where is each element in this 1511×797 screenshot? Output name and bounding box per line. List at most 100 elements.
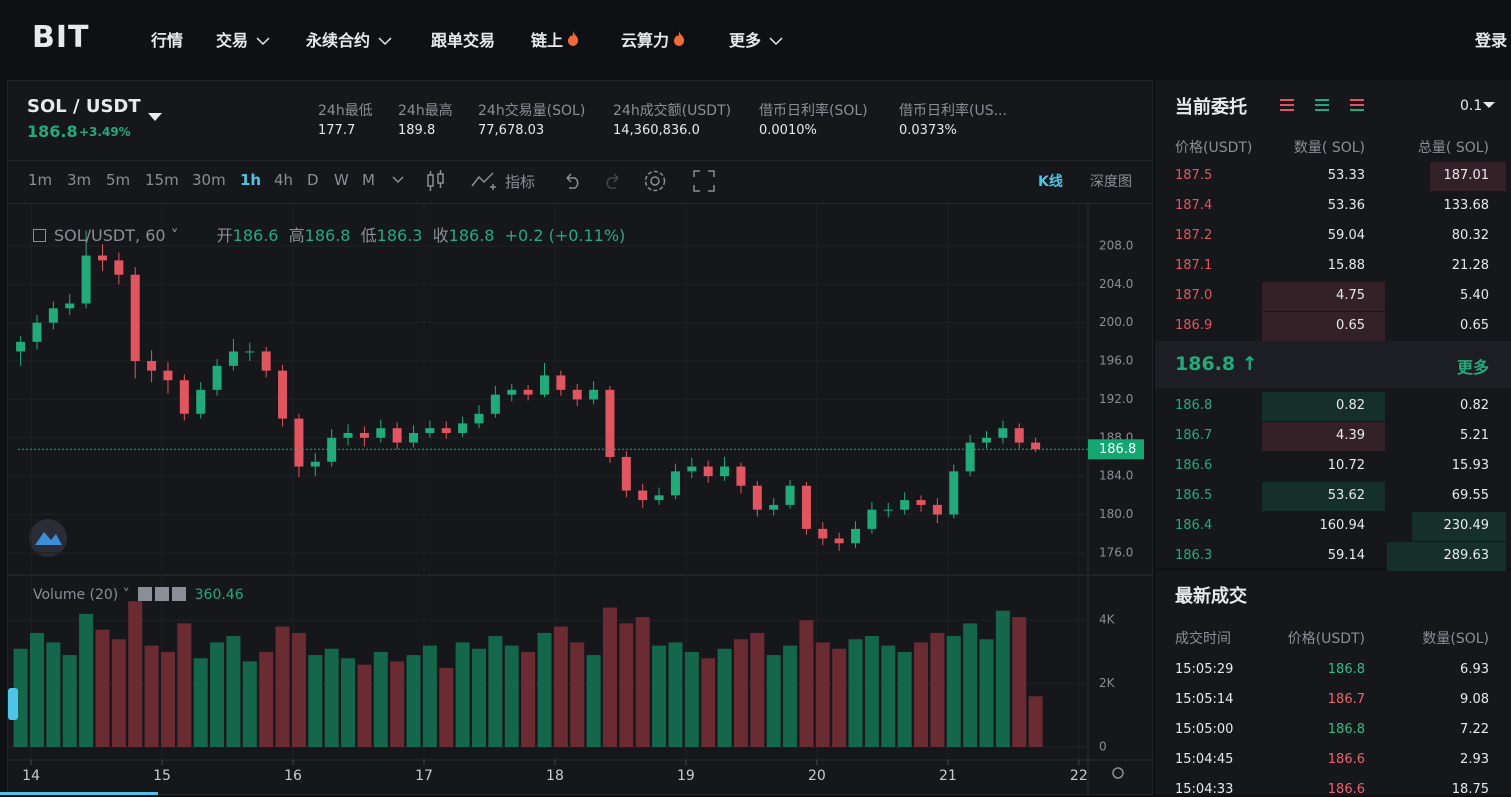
trade-qty: 2.93 xyxy=(1460,752,1489,767)
ob-cell: 15.88 xyxy=(1327,258,1365,273)
logo[interactable]: BIT xyxy=(32,20,90,55)
kline-tab[interactable]: K线 xyxy=(1038,174,1063,190)
indicator[interactable]: 指标 xyxy=(505,173,536,191)
settings[interactable] xyxy=(643,169,667,193)
mid-row xyxy=(1155,341,1511,388)
candle-body xyxy=(818,528,828,539)
volume-bar xyxy=(1028,696,1043,747)
pair[interactable]: SOL / USDT xyxy=(27,96,141,117)
side-tab[interactable] xyxy=(8,688,18,720)
ob-cell: 15.93 xyxy=(1451,458,1489,473)
stat-value: 77,678.03 xyxy=(478,123,545,138)
depth-bar xyxy=(1262,392,1385,421)
fullscreen[interactable] xyxy=(693,170,715,192)
trades-header: 成交时间 xyxy=(1175,631,1231,647)
legend-label: 低 xyxy=(360,226,377,245)
stat-label: 24h成交额(USDT) xyxy=(613,103,732,119)
theme-icon[interactable] xyxy=(1112,767,1124,779)
volume-controls[interactable] xyxy=(138,587,187,601)
precision-caret[interactable] xyxy=(1483,102,1495,109)
nav-item[interactable]: 跟单交易 xyxy=(431,31,496,50)
volume-bar xyxy=(373,651,388,747)
candle-body xyxy=(392,428,402,443)
interval[interactable]: 15m xyxy=(145,171,179,189)
stat-value: 14,360,836.0 xyxy=(613,123,700,138)
nav-item[interactable]: 链上 xyxy=(531,27,579,51)
volume-bar xyxy=(963,623,978,747)
y-tick-label: 200.0 xyxy=(1099,315,1133,329)
volume-bar xyxy=(341,658,356,747)
x-tick-label: 20 xyxy=(808,768,826,784)
interval[interactable]: 5m xyxy=(106,171,131,189)
volume-bar xyxy=(766,655,781,747)
depth-tab[interactable]: 深度图 xyxy=(1090,174,1132,190)
volume-bar xyxy=(160,651,175,747)
nav-item[interactable]: 更多 xyxy=(729,27,783,51)
precision[interactable]: 0.1 xyxy=(1460,98,1483,114)
ob-cell: 289.63 xyxy=(1443,548,1490,563)
nav-item[interactable]: 行情 xyxy=(151,31,184,50)
x-tick-label: 22 xyxy=(1070,768,1088,784)
legend-value: 186.6 xyxy=(232,226,279,245)
interval[interactable]: D xyxy=(307,171,319,189)
volume-bar xyxy=(684,651,699,747)
interval[interactable]: W xyxy=(334,171,349,189)
volume-bar xyxy=(455,642,470,747)
ob-cell: 186.7 xyxy=(1175,428,1213,443)
interval[interactable]: 3m xyxy=(67,171,92,189)
stat-label: 借币日利率(SOL) xyxy=(759,103,868,119)
candle-body xyxy=(900,500,910,510)
candle-body xyxy=(163,370,173,381)
volume-bar xyxy=(422,645,437,747)
candle-icon[interactable] xyxy=(426,170,446,192)
login[interactable]: 登录 xyxy=(1474,31,1507,50)
nav-item[interactable]: 交易 xyxy=(216,27,270,51)
indicator-icon[interactable] xyxy=(471,170,497,192)
interval[interactable]: 4h xyxy=(274,171,294,189)
undo-redo[interactable] xyxy=(563,172,623,190)
trade-qty: 9.08 xyxy=(1460,692,1489,707)
candle-body xyxy=(539,375,549,395)
interval[interactable]: 1m xyxy=(28,171,53,189)
candle-body xyxy=(720,466,730,477)
volume-bar xyxy=(79,613,94,747)
ob-cell: 0.82 xyxy=(1460,398,1489,413)
y-tick-label: 192.0 xyxy=(1099,392,1133,406)
ob-cell: 186.9 xyxy=(1175,318,1213,333)
candle-body xyxy=(458,423,468,433)
trade-qty: 6.93 xyxy=(1460,662,1489,677)
ticker-price: 186.8 xyxy=(27,122,78,141)
interval[interactable]: M xyxy=(362,171,375,189)
stat-label: 24h最高 xyxy=(398,103,453,119)
nav-item[interactable]: 永续合约 xyxy=(306,27,392,51)
chevron[interactable] xyxy=(392,176,404,184)
y-tick-label: 180.0 xyxy=(1099,507,1133,521)
last-price-tag xyxy=(1088,439,1144,460)
pair-caret[interactable] xyxy=(148,113,162,122)
y-tick-label: 196.0 xyxy=(1099,354,1133,368)
candle-body xyxy=(736,466,746,486)
ob-cell: 53.36 xyxy=(1327,198,1365,213)
candle-body xyxy=(97,255,107,261)
candle-body xyxy=(474,413,484,424)
more[interactable]: 更多 xyxy=(1456,358,1489,377)
candle-body xyxy=(687,466,697,472)
nav-item[interactable]: 云算力 xyxy=(621,27,685,51)
volume-bar xyxy=(848,639,863,747)
mid-price-value: 186.8 xyxy=(1175,353,1236,375)
volume-bar xyxy=(586,655,601,747)
volume-bar xyxy=(783,645,798,747)
trades-header: 数量(SOL) xyxy=(1422,631,1489,647)
chevron xyxy=(769,37,783,46)
interval[interactable]: 1h xyxy=(240,171,262,189)
interval[interactable]: 30m xyxy=(192,171,226,189)
volume-bar xyxy=(390,661,405,747)
legend-label: 高 xyxy=(288,226,305,245)
x-tick-label: 19 xyxy=(677,768,695,784)
candle-body xyxy=(556,375,566,390)
candle-body xyxy=(409,432,419,443)
collapse[interactable] xyxy=(33,229,46,242)
ob-cell: 4.39 xyxy=(1336,428,1365,443)
view-modes[interactable] xyxy=(1280,98,1370,112)
candle-body xyxy=(621,456,631,491)
